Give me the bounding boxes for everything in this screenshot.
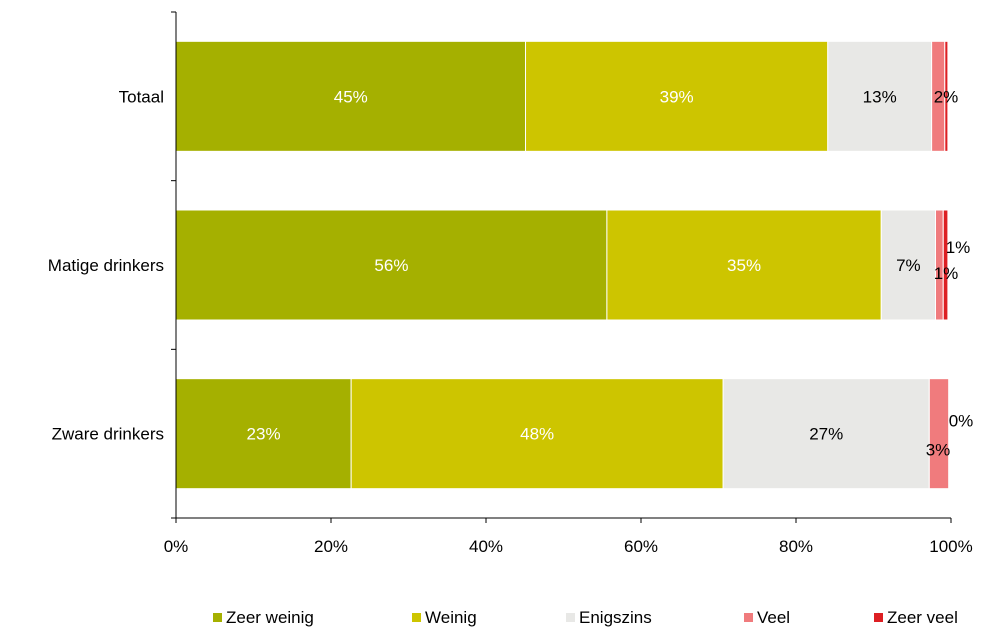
legend-swatch-enigszins	[566, 613, 575, 622]
bar-matige-drinkers-zeer-weinig	[175, 209, 608, 321]
x-tick-label: 60%	[624, 537, 658, 556]
bar-matige-drinkers-zeer-veel	[942, 209, 949, 321]
bar-totaal-enigszins	[827, 40, 933, 152]
category-label-zware-drinkers: Zware drinkers	[52, 425, 164, 444]
data-label-matige-drinkers-veel: 1%	[934, 264, 959, 283]
data-label-totaal-weinig: 39%	[660, 87, 694, 106]
bar-totaal-weinig	[525, 40, 829, 152]
data-label-zware-drinkers-weinig: 48%	[520, 425, 554, 444]
data-label-matige-drinkers-enigszins: 7%	[896, 256, 921, 275]
bar-totaal-zeer-veel	[944, 40, 949, 152]
bar-totaal-zeer-weinig	[175, 40, 527, 152]
bar-zware-drinkers-veel	[928, 378, 950, 490]
category-label-totaal: Totaal	[119, 87, 164, 106]
bar-matige-drinkers-enigszins	[880, 209, 936, 321]
legend-label-zeer-weinig: Zeer weinig	[226, 608, 314, 627]
legend-swatch-weinig	[412, 613, 421, 622]
axes-layer: Totaal Matige drinkers Zware drinkers 0% 20%…	[48, 11, 973, 556]
data-label-matige-drinkers-zeer-weinig: 56%	[374, 256, 408, 275]
bar-matige-drinkers-weinig	[606, 209, 882, 321]
bar-zware-drinkers-enigszins	[722, 378, 930, 490]
legend-label-enigszins: Enigszins	[579, 608, 652, 627]
bar-zware-drinkers-weinig	[350, 378, 724, 490]
category-label-matige-drinkers: Matige drinkers	[48, 256, 164, 275]
data-label-totaal-zeer-weinig: 45%	[334, 87, 368, 106]
data-label-zware-drinkers-enigszins: 27%	[809, 425, 843, 444]
legend-label-zeer-veel: Zeer veel	[887, 608, 958, 627]
data-label-zware-drinkers-zeer-weinig: 23%	[247, 425, 281, 444]
legend-label-veel: Veel	[757, 608, 790, 627]
bar-zware-drinkers-zeer-weinig	[175, 378, 352, 490]
x-tick-label: 20%	[314, 537, 348, 556]
data-label-matige-drinkers-zeer-veel: 1%	[946, 238, 971, 257]
legend-swatch-zeer-veel	[874, 613, 883, 622]
legend-swatch-veel	[744, 613, 753, 622]
data-label-zware-drinkers-zeer-veel: 0%	[949, 412, 974, 431]
data-label-totaal-veel: 2%	[934, 87, 959, 106]
x-tick-label: 0%	[164, 537, 189, 556]
legend-swatch-zeer-weinig	[213, 613, 222, 622]
data-label-zware-drinkers-veel: 3%	[926, 441, 951, 460]
data-labels-layer: 45% 39% 13% 2% 56% 35% 7% 1% 1% 23% 48% 27% 3% 0%	[247, 87, 974, 459]
data-label-matige-drinkers-weinig: 35%	[727, 256, 761, 275]
x-tick-label: 80%	[779, 537, 813, 556]
bars-layer	[175, 40, 950, 490]
x-tick-label: 100%	[929, 537, 972, 556]
x-tick-label: 40%	[469, 537, 503, 556]
data-label-totaal-enigszins: 13%	[863, 87, 897, 106]
legend-label-weinig: Weinig	[425, 608, 477, 627]
legend: Zeer weinig Weinig Enigszins Veel Zeer veel	[213, 608, 958, 627]
